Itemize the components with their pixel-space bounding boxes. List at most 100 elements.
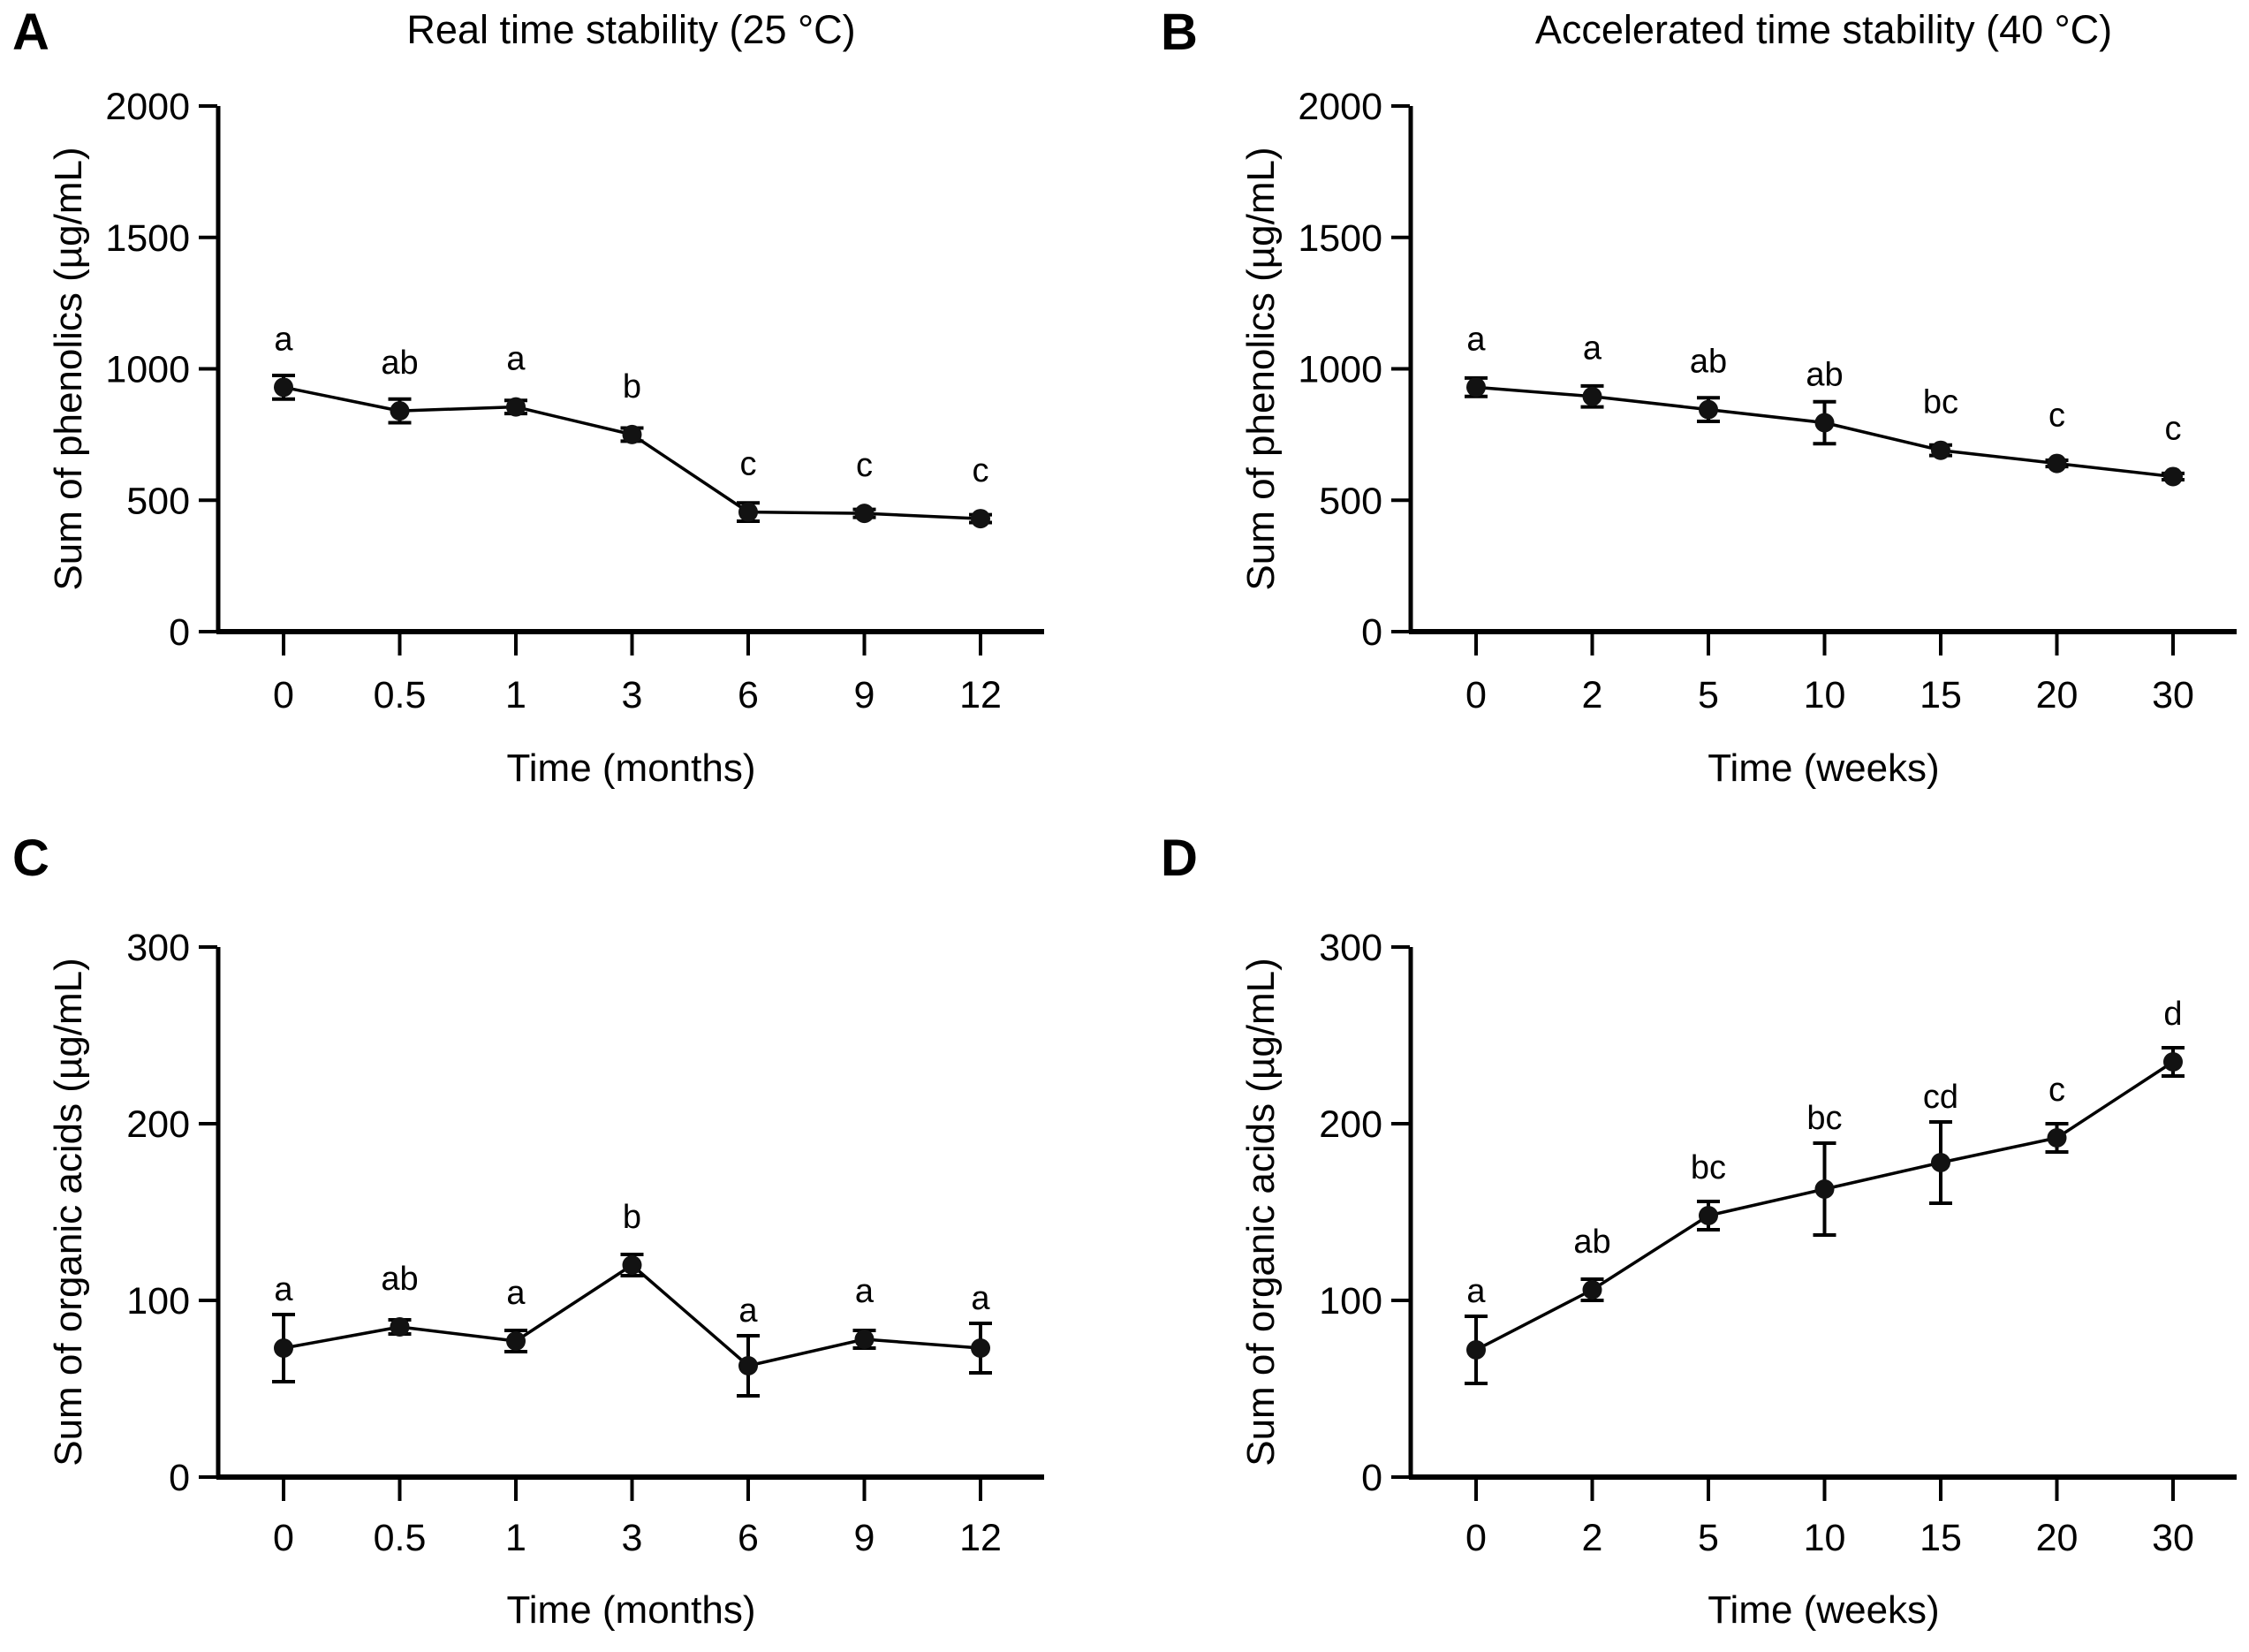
x-tick-label: 12 [959,674,1002,716]
significance-letter: bc [1806,1100,1842,1137]
significance-letter: ab [1806,356,1843,393]
series-line [283,385,981,520]
data-point-marker [2163,1052,2183,1072]
y-tick-label: 1500 [1298,217,1382,260]
y-tick-label: 2000 [105,86,190,128]
significance-letter: ab [381,1261,418,1298]
significance-letter: a [1466,1273,1486,1310]
y-tick-label: 1500 [105,217,190,260]
data-point-marker [1466,1340,1486,1360]
data-point-marker [506,1331,526,1351]
x-tick-label: 10 [1804,674,1846,716]
panel-c: C 0 100 200 300 0 0.5 1 3 6 9 12 Time (months) Sum o… [0,826,1101,1652]
y-axis-title: Sum of phenolics (µg/mL) [1239,147,1283,590]
significance-letter: c [2048,398,2065,435]
x-axis-title: Time (weeks) [1708,746,1939,790]
data-point-marker [622,1255,642,1275]
data-point-marker [1582,1280,1602,1300]
x-tick-label: 12 [959,1517,1002,1559]
data-point-marker [274,1338,293,1358]
x-tick-label: 5 [1698,1517,1719,1559]
data-point-marker [2163,466,2183,487]
data-point-marker [1931,440,1950,460]
significance-letter: a [855,1273,875,1310]
x-tick-label: 9 [854,674,875,716]
data-point-marker [854,504,875,524]
panel-a: A Real time stability (25 °C) 0 500 1000 15… [0,0,1101,826]
significance-letter: a [506,1275,526,1312]
data-point-marker [274,377,293,398]
significance-letter: b [623,368,641,405]
x-tick-label: 0 [1465,674,1487,716]
y-tick-label: 0 [169,1457,190,1499]
significance-letter: cd [1923,1079,1958,1116]
x-tick-label: 6 [738,1517,759,1559]
x-tick-label: 0 [1465,1517,1487,1559]
x-tick-label: 30 [2152,674,2194,716]
panel-letter-d: D [1161,830,1198,887]
y-tick-label: 1000 [105,349,190,391]
x-axis-title: Time (weeks) [1708,1588,1939,1632]
significance-letter: a [274,1271,293,1308]
y-tick-label: 0 [1361,611,1382,654]
data-point-marker [1814,413,1835,433]
significance-letter: c [740,446,757,483]
y-axis-title: Sum of organic acids (µg/mL) [47,958,90,1466]
x-tick-label: 30 [2152,1517,2194,1559]
data-point-marker [854,1330,875,1349]
significance-letter: a [1466,321,1486,358]
chart-d-svg: 0 100 200 300 0 2 5 10 15 20 30 Time (weeks) Sum of … [1239,927,2237,1632]
significance-letter: ab [1690,344,1727,381]
data-point-marker [1699,399,1718,420]
x-tick-label: 20 [2036,1517,2079,1559]
significance-letter: c [2165,410,2182,447]
y-axis-title: Sum of organic acids (µg/mL) [1239,958,1283,1466]
significance-letter: a [1583,330,1602,368]
chart-c-svg: 0 100 200 300 0 0.5 1 3 6 9 12 Time (months) Sum of … [47,927,1044,1632]
significance-letter: ab [381,345,418,382]
x-tick-label: 0 [273,674,294,716]
x-tick-label: 1 [505,1517,526,1559]
y-tick-label: 100 [126,1280,190,1322]
panel-d: D 0 100 200 300 0 2 5 10 15 20 30 Time (weeks) Sum o… [1148,826,2249,1652]
y-tick-label: 0 [169,611,190,654]
data-point-marker [1814,1179,1835,1199]
data-point-marker [1931,1153,1950,1172]
panel-title-a: Real time stability (25 °C) [406,7,856,52]
data-point-marker [1582,386,1602,406]
y-axis-title: Sum of phenolics (µg/mL) [47,147,90,590]
y-tick-label: 500 [126,480,190,522]
chart-a-svg: 0 500 1000 1500 2000 0 0.5 1 3 6 9 12 Time (months) S… [47,86,1044,790]
x-tick-label: 3 [622,1517,643,1559]
data-point-marker [971,1338,990,1358]
panel-letter-b: B [1161,4,1198,61]
x-tick-label: 6 [738,674,759,716]
data-point-marker [390,1317,410,1337]
data-point-marker [2047,1128,2067,1148]
x-tick-label: 1 [505,674,526,716]
data-point-marker [738,502,758,522]
x-tick-label: 0.5 [374,674,427,716]
data-point-marker [1466,377,1486,398]
x-tick-label: 2 [1582,1517,1603,1559]
x-tick-label: 0 [273,1517,294,1559]
significance-letter: c [2048,1072,2065,1109]
significance-letter: a [274,321,293,358]
data-point-marker [506,397,526,417]
significance-letter: a [971,1280,990,1317]
x-tick-label: 15 [1920,674,1962,716]
significance-letter: d [2163,996,2182,1033]
x-tick-label: 5 [1698,674,1719,716]
significance-letter: bc [1691,1149,1726,1186]
x-tick-label: 2 [1582,674,1603,716]
significance-letter: c [856,447,873,484]
y-tick-label: 300 [126,927,190,969]
significance-letter: a [506,341,526,378]
data-point-marker [390,401,410,421]
panel-letter-c: C [12,830,49,887]
panel-letter-a: A [12,4,49,61]
y-tick-label: 0 [1361,1457,1382,1499]
y-tick-label: 500 [1319,480,1382,522]
y-tick-label: 1000 [1298,349,1382,391]
